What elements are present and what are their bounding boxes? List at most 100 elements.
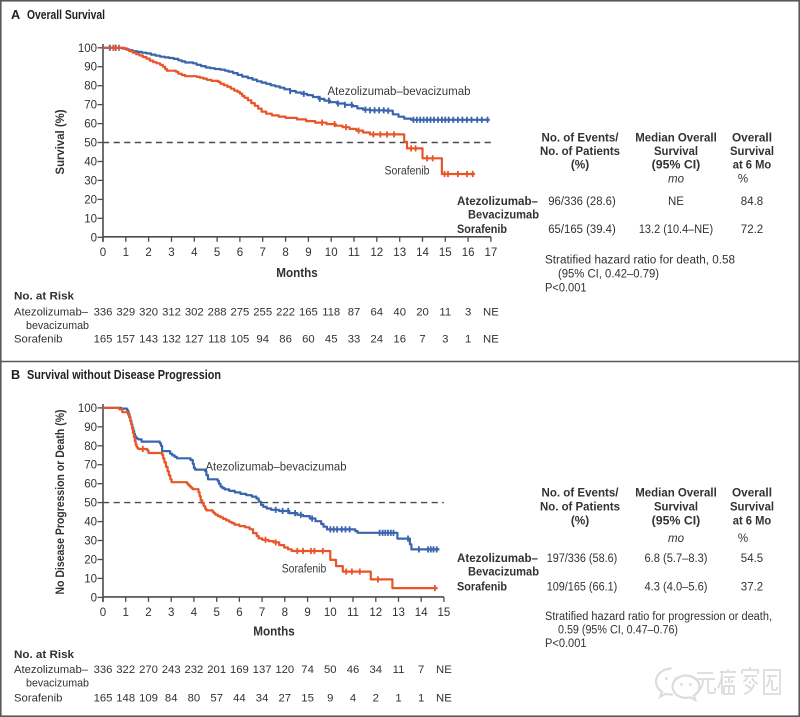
svg-text:165: 165: [299, 307, 318, 319]
svg-text:329: 329: [116, 307, 135, 319]
svg-text:60: 60: [84, 479, 97, 491]
svg-text:84: 84: [165, 693, 178, 705]
svg-text:(%): (%): [571, 158, 589, 172]
svg-text:143: 143: [139, 334, 158, 346]
svg-text:232: 232: [184, 664, 203, 676]
svg-text:100: 100: [78, 43, 97, 55]
svg-text:No Disease Progression or Deat: No Disease Progression or Death (%): [53, 409, 67, 594]
svg-text:10: 10: [324, 607, 337, 619]
svg-text:14: 14: [416, 247, 429, 259]
svg-text:(95% CI): (95% CI): [652, 158, 701, 172]
svg-text:15: 15: [439, 247, 452, 259]
svg-text:2: 2: [145, 607, 151, 619]
svg-text:Sorafenib: Sorafenib: [14, 693, 62, 705]
svg-text:201: 201: [207, 664, 226, 676]
svg-text:Survival without Disease Progr: Survival without Disease Progression: [27, 368, 221, 382]
svg-text:1: 1: [465, 334, 471, 346]
svg-text:6.8 (5.7–8.3): 6.8 (5.7–8.3): [645, 553, 708, 565]
svg-text:at 6 Mo: at 6 Mo: [733, 158, 772, 172]
svg-text:Months: Months: [276, 266, 318, 280]
svg-text:72.2: 72.2: [741, 224, 763, 236]
svg-text:Atezolizumab–bevacizumab: Atezolizumab–bevacizumab: [328, 84, 471, 98]
svg-text:5: 5: [213, 607, 219, 619]
svg-text:4: 4: [350, 693, 356, 705]
svg-text:94: 94: [256, 334, 269, 346]
svg-text:165: 165: [94, 693, 113, 705]
svg-text:243: 243: [162, 664, 181, 676]
svg-text:105: 105: [230, 334, 249, 346]
svg-text:4: 4: [191, 607, 198, 619]
svg-text:Survival: Survival: [654, 500, 698, 514]
svg-text:Atezolizumab–: Atezolizumab–: [14, 664, 89, 676]
svg-text:No. at Risk: No. at Risk: [14, 291, 75, 303]
svg-text:11: 11: [439, 307, 451, 319]
svg-text:45: 45: [325, 334, 338, 346]
svg-text:12: 12: [369, 607, 382, 619]
svg-text:Sorafenib: Sorafenib: [14, 334, 62, 346]
svg-text:Stratified hazard ratio for de: Stratified hazard ratio for death, 0.58: [545, 255, 735, 267]
svg-text:NE: NE: [668, 196, 684, 208]
svg-text:0.59 (95% CI, 0.47–0.76): 0.59 (95% CI, 0.47–0.76): [558, 625, 678, 637]
svg-text:222: 222: [276, 307, 295, 319]
svg-text:Sorafenib: Sorafenib: [282, 562, 327, 576]
svg-text:65/165 (39.4): 65/165 (39.4): [548, 224, 616, 236]
svg-text:288: 288: [208, 307, 227, 319]
svg-text:64: 64: [371, 307, 384, 319]
svg-text:46: 46: [347, 664, 360, 676]
svg-text:11: 11: [393, 664, 405, 676]
svg-text:37.2: 37.2: [741, 582, 763, 594]
svg-text:57: 57: [210, 693, 223, 705]
svg-text:10: 10: [84, 573, 97, 585]
svg-text:20: 20: [84, 194, 97, 206]
svg-text:27: 27: [279, 693, 292, 705]
svg-text:9: 9: [327, 693, 333, 705]
svg-text:33: 33: [348, 334, 361, 346]
svg-text:14: 14: [415, 607, 428, 619]
svg-text:86: 86: [279, 334, 292, 346]
svg-text:Survival: Survival: [730, 500, 774, 514]
svg-text:109: 109: [139, 693, 158, 705]
svg-text:Bevacizumab: Bevacizumab: [468, 565, 539, 579]
svg-text:1: 1: [418, 693, 424, 705]
svg-text:13.2 (10.4–NE): 13.2 (10.4–NE): [639, 224, 713, 236]
svg-text:10: 10: [84, 213, 97, 225]
svg-text:NE: NE: [436, 693, 452, 705]
svg-text:13: 13: [393, 247, 406, 259]
svg-text:Bevacizumab: Bevacizumab: [468, 208, 539, 222]
svg-text:34: 34: [370, 664, 383, 676]
svg-text:80: 80: [84, 441, 97, 453]
svg-text:169: 169: [230, 664, 249, 676]
svg-text:NE: NE: [483, 334, 499, 346]
svg-text:20: 20: [84, 555, 97, 567]
svg-text:Months: Months: [253, 625, 295, 639]
svg-text:118: 118: [322, 307, 340, 319]
svg-text:Overall: Overall: [732, 131, 772, 145]
svg-text:NE: NE: [483, 307, 499, 319]
svg-text:P<0.001: P<0.001: [545, 282, 587, 294]
svg-text:165: 165: [94, 334, 113, 346]
svg-text:336: 336: [94, 664, 113, 676]
svg-text:8: 8: [282, 607, 288, 619]
svg-text:50: 50: [324, 664, 337, 676]
svg-text:120: 120: [275, 664, 294, 676]
svg-text:7: 7: [418, 664, 424, 676]
svg-text:(%): (%): [571, 514, 589, 528]
svg-text:312: 312: [162, 307, 181, 319]
svg-text:118: 118: [208, 334, 226, 346]
svg-text:mo: mo: [668, 533, 685, 545]
svg-text:11: 11: [348, 247, 360, 259]
svg-text:7: 7: [419, 334, 425, 346]
svg-text:148: 148: [116, 693, 135, 705]
svg-text:No. at Risk: No. at Risk: [14, 649, 75, 661]
svg-text:No. of Events/: No. of Events/: [542, 131, 620, 145]
svg-text:Survival: Survival: [730, 144, 774, 158]
svg-text:90: 90: [84, 62, 97, 74]
svg-text:96/336 (28.6): 96/336 (28.6): [548, 196, 616, 208]
svg-text:7: 7: [259, 607, 265, 619]
svg-text:1: 1: [123, 247, 129, 259]
svg-text:4.3 (4.0–5.6): 4.3 (4.0–5.6): [645, 582, 708, 594]
svg-text:Median Overall: Median Overall: [635, 131, 717, 145]
svg-text:No. of Patients: No. of Patients: [540, 144, 620, 158]
svg-text:1: 1: [395, 693, 401, 705]
svg-text:Sorafenib: Sorafenib: [385, 164, 430, 178]
